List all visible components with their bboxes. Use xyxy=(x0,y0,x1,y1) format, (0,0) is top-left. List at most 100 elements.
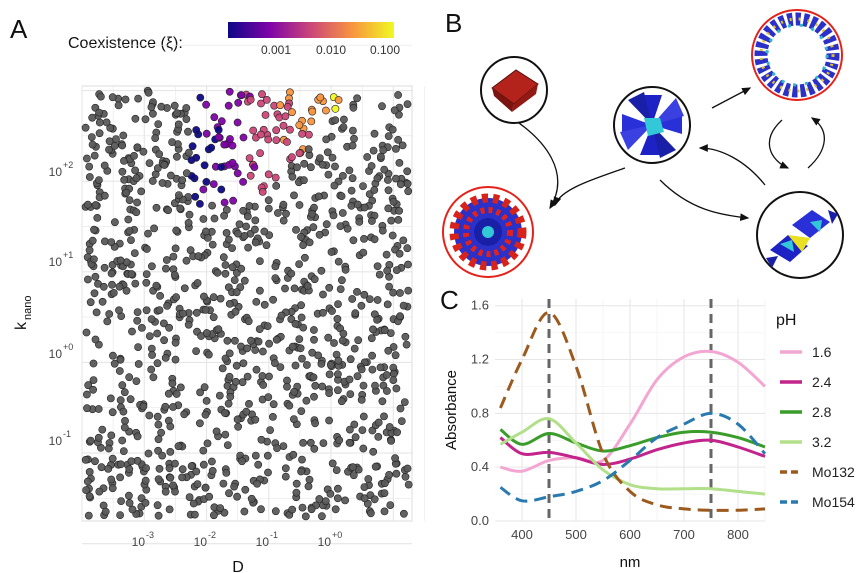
scatter-point xyxy=(305,475,314,484)
scatter-point xyxy=(339,329,348,338)
scatter-point xyxy=(107,269,116,278)
scatter-point xyxy=(171,355,180,364)
scatter-point xyxy=(166,447,175,456)
scatter-point xyxy=(307,117,316,126)
scatter-point xyxy=(305,238,314,247)
scatter-point xyxy=(192,467,201,476)
scatter-point xyxy=(247,336,255,345)
legend-label: 2.8 xyxy=(812,404,832,420)
scatter-point xyxy=(201,305,210,314)
scatter-point xyxy=(245,399,253,408)
scatter-point xyxy=(383,266,392,275)
scatter-point xyxy=(216,294,225,303)
scatter-point xyxy=(283,138,291,146)
scatter-point xyxy=(334,96,343,104)
scatter-point xyxy=(230,276,239,284)
scatter-point xyxy=(279,216,288,225)
scatter-point xyxy=(87,133,96,141)
scatter-point xyxy=(276,363,285,371)
scatter-point xyxy=(153,329,162,338)
scatter-point xyxy=(128,505,137,514)
scatter-point xyxy=(299,176,308,185)
svg-text:+0: +0 xyxy=(63,342,73,352)
scatter-point xyxy=(108,280,116,289)
scatter-point xyxy=(399,236,408,245)
scatter-point xyxy=(126,395,135,404)
scatter-point xyxy=(279,442,288,450)
scatter-point xyxy=(336,285,345,293)
scatter-point xyxy=(89,376,98,384)
scatter-point xyxy=(260,227,269,236)
scatter-point xyxy=(168,379,177,388)
scatter-point xyxy=(148,177,157,185)
scatter-point xyxy=(304,130,313,139)
scatter-point xyxy=(251,216,260,225)
scatter-point xyxy=(231,377,240,386)
y-tick-label: 0.8 xyxy=(471,405,489,420)
scatter-point xyxy=(331,104,340,113)
scatter-point xyxy=(207,457,216,466)
scatter-point xyxy=(182,115,191,123)
scatter-point xyxy=(149,373,158,382)
scatter-point xyxy=(310,335,318,344)
scatter-point xyxy=(366,509,375,518)
scatter-point xyxy=(292,488,301,497)
svg-text:-3: -3 xyxy=(146,530,154,540)
scatter-point xyxy=(345,166,354,175)
scatter-point xyxy=(97,463,106,472)
edge-arrow xyxy=(698,144,766,186)
scatter-point xyxy=(120,175,129,184)
y-tick-label: 10 +0 xyxy=(49,342,74,361)
scatter-point xyxy=(272,181,281,190)
scatter-point xyxy=(199,460,208,469)
edge-arrow xyxy=(807,117,825,169)
x-tick-label: 800 xyxy=(727,527,749,542)
scatter-point xyxy=(214,125,223,134)
scatter-point xyxy=(334,257,343,266)
scatter-point xyxy=(398,141,407,150)
y-tick-label: 10 +2 xyxy=(49,160,74,179)
scatter-point xyxy=(373,262,382,271)
scatter-point xyxy=(351,433,360,442)
scatter-point xyxy=(199,446,208,455)
scatter-point xyxy=(202,100,210,109)
scatter-point xyxy=(192,126,201,134)
scatter-point xyxy=(380,165,389,174)
scatter-point xyxy=(133,308,142,316)
scatter-point xyxy=(299,438,307,447)
edge-arrow xyxy=(553,167,626,207)
scatter-point xyxy=(370,186,379,194)
scatter-point xyxy=(360,234,368,243)
scatter-point xyxy=(295,201,304,209)
scatter-point xyxy=(235,220,244,229)
scatter-point xyxy=(193,279,202,287)
scatter-point xyxy=(209,293,218,302)
scatter-point xyxy=(355,217,364,226)
scatter-point xyxy=(210,214,219,223)
scatter-point xyxy=(324,333,333,342)
scatter-point xyxy=(337,192,346,200)
absorbance-chart: 400 500 600 700 800 0.0 0.4 0.8 1.2 1.6 nm Absor… xyxy=(443,298,855,571)
scatter-point xyxy=(393,428,401,437)
scatter-point xyxy=(243,344,251,353)
scatter-point xyxy=(133,432,142,441)
scatter-point xyxy=(376,363,385,372)
scatter-point xyxy=(222,468,231,477)
scatter-point xyxy=(208,240,217,249)
scatter-point xyxy=(201,227,210,236)
scatter-point xyxy=(315,230,324,239)
scatter-point xyxy=(385,282,393,291)
scatter-point xyxy=(176,383,185,392)
scatter-point xyxy=(322,220,331,229)
scatter-point xyxy=(380,326,389,335)
scatter-point xyxy=(297,467,305,476)
node-keplerate-center xyxy=(613,86,691,164)
scatter-point xyxy=(104,444,113,453)
scatter-point xyxy=(251,238,260,247)
scatter-point xyxy=(182,256,191,265)
scatter-point xyxy=(353,287,361,296)
scatter-point xyxy=(169,403,177,411)
scatter-point xyxy=(337,397,346,406)
scatter-point xyxy=(319,439,328,447)
scatter-point xyxy=(217,117,226,126)
